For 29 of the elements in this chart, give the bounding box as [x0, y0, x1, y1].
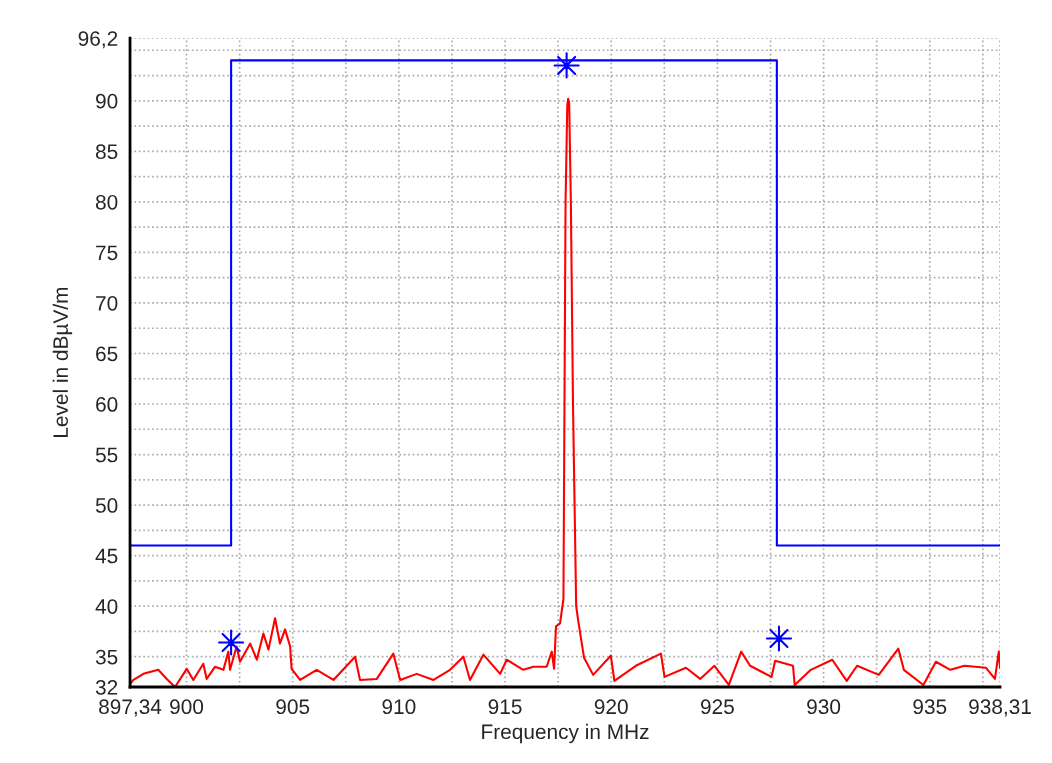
y-tick-label: 65 — [96, 346, 118, 362]
y-tick-label: 90 — [96, 93, 118, 109]
x-axis-title: Frequency in MHz — [482, 723, 649, 744]
y-tick-label: 70 — [96, 295, 118, 311]
x-tick-label: 910 — [382, 699, 416, 715]
y-axis-title: Level in dBµV/m — [52, 287, 73, 437]
x-tick-label: 900 — [170, 699, 204, 715]
y-tick-label: 55 — [95, 447, 118, 463]
y-tick-label: 60 — [96, 397, 118, 412]
x-tick-label: 920 — [594, 699, 628, 715]
x-tick-label: 930 — [807, 699, 841, 715]
y-tick-label: 85 — [95, 144, 118, 160]
x-tick-label: 915 — [488, 699, 522, 715]
x-tick-label: 938,31 — [969, 699, 1031, 717]
y-tick-label: 45 — [95, 548, 118, 564]
point — [765, 625, 793, 652]
point — [218, 629, 245, 656]
y-tick-label: 40 — [95, 599, 118, 614]
x-tick-label: 935 — [913, 699, 947, 715]
point — [553, 52, 580, 79]
x-tick-label: 925 — [700, 699, 734, 715]
y-tick-label: 35 — [95, 649, 118, 665]
x-tick-label: 905 — [276, 699, 310, 715]
y-tick-label: 75 — [96, 245, 118, 261]
y-tick-label: 96,2 — [78, 31, 118, 49]
y-tick-label: 80 — [95, 194, 118, 210]
y-tick-label: 32 — [95, 680, 118, 695]
x-tick-label: 897,34 — [99, 699, 162, 717]
y-tick-label: 50 — [95, 498, 118, 513]
